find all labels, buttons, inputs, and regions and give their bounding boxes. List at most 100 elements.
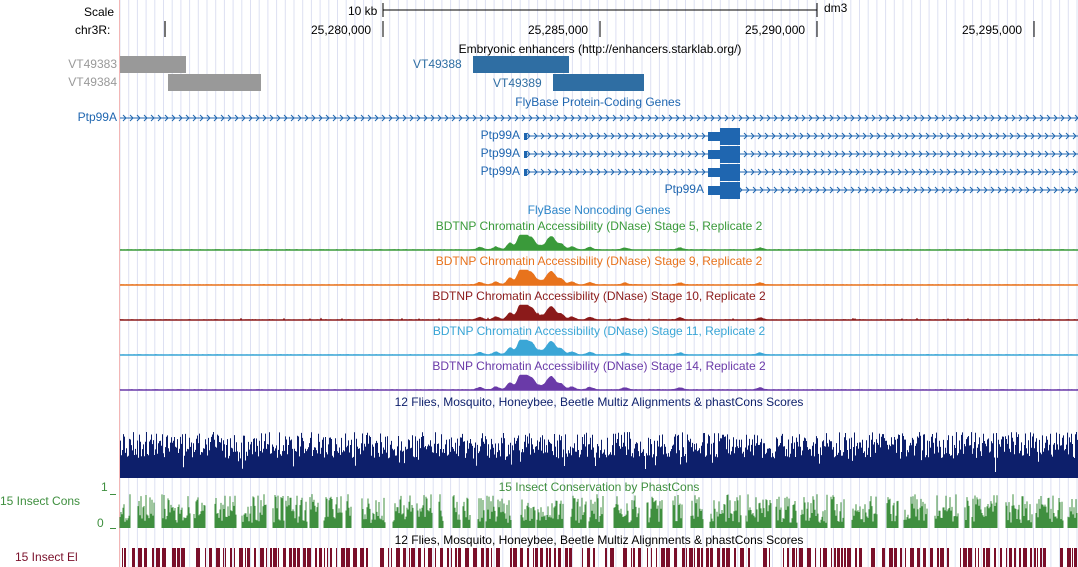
multiz-alignment-histogram[interactable] (120, 410, 1078, 478)
transcript-label[interactable]: Ptp99A (664, 182, 704, 196)
enhancer-label[interactable]: VT49384 (68, 75, 117, 89)
conserved-element (196, 548, 200, 567)
conserved-element (266, 548, 267, 567)
conserved-element (717, 548, 720, 567)
conserved-element (666, 548, 670, 567)
conservation-bars (119, 494, 1078, 528)
dnase-track-title[interactable]: BDTNP Chromatin Accessibility (DNase) St… (432, 289, 766, 303)
conserved-element (513, 548, 517, 567)
conserved-element (701, 548, 703, 567)
position-label: 25,280,000 (311, 23, 372, 37)
dnase-signal-stage5[interactable] (119, 233, 1078, 253)
conserved-element (978, 548, 979, 567)
dnase-signal-area (119, 269, 1078, 286)
conserved-element (697, 548, 700, 567)
conserved-element (230, 548, 232, 567)
enhancer-feature-vt49384[interactable] (168, 74, 261, 91)
conserved-element (324, 548, 325, 567)
enhancer-label[interactable]: VT49388 (413, 57, 462, 71)
conserved-element (540, 548, 543, 567)
conserved-element (1000, 548, 1002, 567)
dnase-track-title[interactable]: BDTNP Chromatin Accessibility (DNase) St… (435, 219, 763, 233)
transcript-label[interactable]: Ptp99A (480, 146, 520, 160)
assembly-label: dm3 (824, 1, 848, 15)
conserved-element (722, 548, 725, 567)
conserved-element (1014, 548, 1016, 567)
enhancer-feature-vt49388[interactable] (473, 56, 569, 73)
conserved-element (315, 548, 317, 567)
conserved-element (124, 548, 126, 567)
conserved-element (546, 548, 548, 567)
conserved-elements-track[interactable] (120, 548, 1078, 567)
conserved-element (510, 548, 512, 567)
dnase-signal-stage10[interactable] (119, 303, 1078, 323)
conserved-element (565, 548, 568, 567)
enhancer-feature-vt49383[interactable] (120, 56, 186, 73)
multiz-track-title[interactable]: 12 Flies, Mosquito, Honeybee, Beetle Mul… (394, 395, 804, 409)
conserved-element (986, 548, 990, 567)
conserved-element (917, 548, 920, 567)
conserved-element (823, 548, 827, 567)
conserved-element (418, 548, 421, 567)
conserved-element (923, 548, 926, 567)
conserved-element (859, 548, 862, 567)
conserved-element (889, 548, 893, 567)
exon-block (720, 164, 740, 181)
conserved-element (440, 548, 443, 567)
dnase-track-title[interactable]: BDTNP Chromatin Accessibility (DNase) St… (435, 254, 763, 268)
conserved-element (327, 548, 328, 567)
position-label: 25,285,000 (528, 23, 589, 37)
enhancers-track-title[interactable]: Embryonic enhancers (http://enhancers.st… (458, 42, 742, 56)
conserved-element (871, 548, 875, 567)
conserved-element (225, 548, 226, 567)
enhancer-label[interactable]: VT49389 (493, 76, 542, 90)
conserved-element (947, 548, 949, 567)
insect-conservation-histogram[interactable] (119, 494, 1078, 530)
conserved-element (686, 548, 687, 567)
conserved-element (1030, 548, 1032, 567)
conserved-element (882, 548, 885, 567)
conserved-element (968, 548, 972, 567)
exon-block (708, 150, 720, 159)
exon-block (708, 168, 720, 177)
transcript-label[interactable]: Ptp99A (480, 164, 520, 178)
dnase-track-title[interactable]: BDTNP Chromatin Accessibility (DNase) St… (432, 359, 766, 373)
enhancer-feature-vt49389[interactable] (553, 74, 644, 91)
transcript-label[interactable]: Ptp99A (480, 128, 520, 142)
enhancer-label[interactable]: VT49383 (68, 57, 117, 71)
conserved-element (533, 548, 534, 567)
conserved-element (260, 548, 264, 567)
conserved-element (307, 548, 311, 567)
insect-cons-side-label[interactable]: 15 Insect Cons (0, 494, 81, 508)
gene-side-label[interactable]: Ptp99A (77, 110, 117, 124)
conserved-element (1037, 548, 1038, 567)
conserved-element (647, 548, 648, 567)
dnase-signal-stage11[interactable] (119, 338, 1078, 358)
conserved-element (930, 548, 933, 567)
scale-bar-text: 10 kb (348, 4, 378, 18)
insect-el-track-title[interactable]: 12 Flies, Mosquito, Honeybee, Beetle Mul… (394, 533, 804, 547)
left-margin-line (119, 0, 120, 567)
conserved-element (458, 548, 461, 567)
insect-el-side-label[interactable]: 15 Insect El (15, 550, 78, 564)
flybase-coding-track-title[interactable]: FlyBase Protein-Coding Genes (515, 95, 681, 109)
insect-cons-track-title[interactable]: 15 Insect Conservation by PhastCons (498, 480, 700, 494)
dnase-signal-stage9[interactable] (119, 268, 1078, 288)
conserved-element (396, 548, 400, 567)
dnase-signal-area (119, 339, 1078, 356)
conserved-element (289, 548, 292, 567)
conserved-element (689, 548, 693, 567)
conserved-element (283, 548, 286, 567)
conserved-element (1006, 548, 1007, 567)
conserved-element (330, 548, 332, 567)
conserved-element (963, 548, 967, 567)
dnase-track-title[interactable]: BDTNP Chromatin Accessibility (DNase) St… (432, 324, 766, 338)
conserved-element (465, 548, 469, 567)
conserved-element (1072, 548, 1073, 567)
dnase-signal-stage14[interactable] (119, 373, 1078, 393)
flybase-coding-genes-track[interactable] (120, 108, 1078, 200)
conserved-element (486, 548, 489, 567)
conserved-element (905, 548, 906, 567)
flybase-noncoding-track-title[interactable]: FlyBase Noncoding Genes (527, 203, 671, 217)
